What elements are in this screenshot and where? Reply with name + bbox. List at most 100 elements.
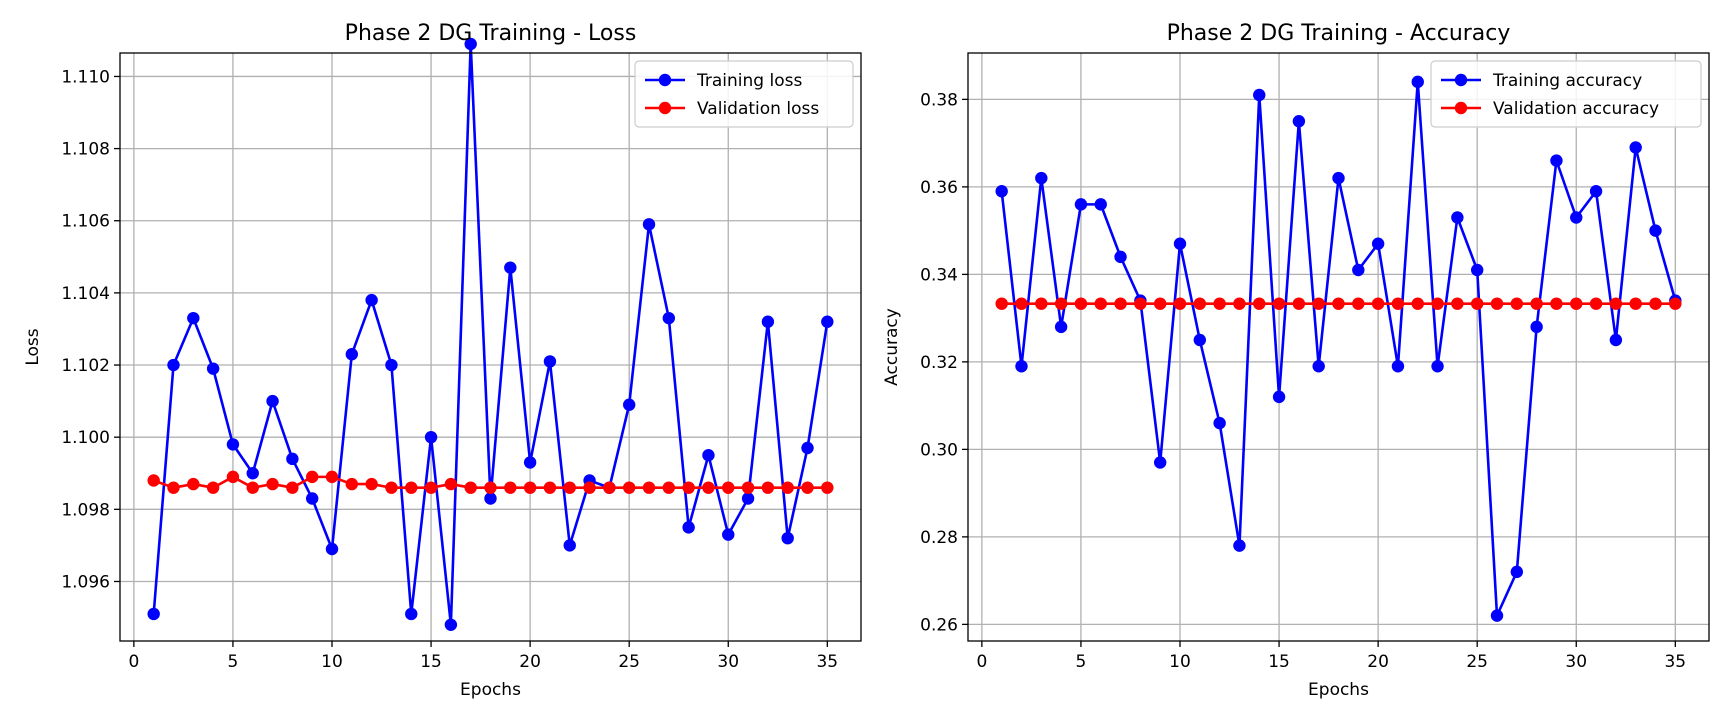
- training-loss-point: [266, 394, 279, 408]
- validation-accuracy-point: [1609, 297, 1623, 310]
- validation-loss-point: [722, 481, 735, 494]
- validation-accuracy-point: [1253, 297, 1266, 310]
- training-loss-point: [821, 315, 834, 328]
- validation-accuracy-point: [1649, 297, 1662, 310]
- accuracy-y-tick-label: 0.32: [920, 353, 958, 373]
- accuracy-x-tick-label: 35: [1664, 652, 1686, 672]
- validation-accuracy-point: [1134, 297, 1147, 310]
- validation-loss-point: [246, 481, 259, 494]
- training-accuracy-point: [1629, 141, 1642, 154]
- training-accuracy-point: [1431, 360, 1444, 373]
- training-accuracy-point: [1550, 154, 1563, 167]
- training-accuracy-legend-marker: [1454, 73, 1468, 87]
- accuracy-x-tick-label: 25: [1466, 652, 1488, 672]
- training-accuracy-point: [1530, 320, 1543, 334]
- validation-loss-point: [405, 481, 418, 494]
- validation-accuracy-point: [1629, 297, 1642, 310]
- training-accuracy-point: [1490, 609, 1504, 622]
- validation-loss-point: [385, 481, 398, 494]
- training-loss-point: [167, 358, 180, 372]
- training-loss-point: [484, 492, 497, 505]
- loss-x-tick-label: 25: [618, 652, 640, 672]
- training-loss-point: [147, 607, 160, 621]
- loss-y-tick-label: 1.096: [61, 572, 110, 592]
- validation-loss-point: [801, 481, 814, 494]
- validation-loss-point: [741, 481, 755, 494]
- training-accuracy-point: [1332, 171, 1345, 185]
- training-accuracy-point: [1312, 360, 1325, 373]
- accuracy-x-axis-label: Epochs: [1308, 680, 1369, 700]
- training-accuracy-point: [1015, 360, 1028, 373]
- validation-loss-point: [345, 477, 359, 491]
- loss-x-axis-label: Epochs: [460, 680, 521, 700]
- loss-x-tick-label: 20: [519, 652, 541, 672]
- validation-accuracy-point: [1352, 297, 1365, 310]
- validation-accuracy-point: [1114, 297, 1127, 310]
- loss-y-tick-label: 1.102: [61, 356, 110, 376]
- validation-accuracy-point: [1074, 297, 1088, 310]
- accuracy-x-tick-label: 0: [976, 652, 987, 672]
- validation-loss-point: [226, 470, 240, 484]
- training-loss-point: [424, 430, 438, 444]
- validation-accuracy-point: [1550, 297, 1563, 310]
- training-accuracy-point: [1054, 320, 1068, 334]
- training-loss-point: [741, 492, 755, 505]
- loss-chart: 0 5 10 15 20 25 30 35 1.096 1.098 1.100 1.102 1.104 1…: [23, 21, 862, 700]
- training-loss-point: [622, 398, 636, 411]
- training-loss-point: [702, 449, 715, 462]
- loss-x-tick-label: 30: [717, 652, 739, 672]
- accuracy-y-tick-label: 0.38: [920, 90, 958, 110]
- validation-accuracy-point: [1530, 297, 1543, 310]
- accuracy-y-tick-label: 0.26: [920, 615, 958, 635]
- validation-accuracy-point: [1332, 297, 1345, 310]
- training-accuracy-point: [995, 185, 1008, 198]
- loss-x-tick-label: 10: [321, 652, 343, 672]
- training-loss-point: [345, 348, 359, 361]
- training-accuracy-point: [1609, 333, 1623, 347]
- accuracy-x-tick-label: 15: [1268, 652, 1290, 672]
- training-loss-point: [563, 539, 576, 552]
- training-loss-point: [801, 441, 814, 455]
- accuracy-x-tick-label: 20: [1367, 652, 1389, 672]
- accuracy-plot-frame: [967, 52, 1710, 642]
- training-accuracy-line: [1000, 80, 1677, 617]
- training-loss-point: [405, 607, 418, 621]
- training-loss-point: [682, 521, 695, 534]
- validation-loss-point: [523, 481, 537, 494]
- validation-accuracy-point: [1391, 297, 1405, 310]
- validation-loss-point: [167, 481, 180, 494]
- loss-y-tick-label: 1.104: [61, 284, 110, 304]
- validation-loss-point: [702, 481, 715, 494]
- validation-loss-point: [325, 470, 339, 484]
- accuracy-x-tick-label: 5: [1076, 652, 1087, 672]
- validation-accuracy-point: [1015, 297, 1028, 310]
- accuracy-y-tick-label: 0.34: [920, 265, 958, 285]
- loss-legend: [634, 60, 854, 128]
- validation-accuracy-point: [1035, 297, 1048, 310]
- validation-accuracy-legend-marker: [1454, 101, 1468, 115]
- training-accuracy-point: [1114, 250, 1127, 264]
- accuracy-chart-title: Phase 2 DG Training - Accuracy: [1167, 21, 1511, 46]
- validation-loss-point: [781, 481, 794, 494]
- training-accuracy-point: [1035, 171, 1048, 185]
- training-loss-point: [781, 531, 794, 545]
- validation-loss-point: [662, 481, 676, 494]
- validation-accuracy-point: [1094, 297, 1107, 310]
- validation-loss-point: [305, 470, 319, 484]
- training-loss-point: [523, 456, 537, 469]
- validation-loss-point: [603, 481, 616, 494]
- validation-loss-point: [563, 481, 576, 494]
- training-loss-point: [187, 311, 200, 325]
- validation-loss-point: [543, 481, 557, 494]
- training-loss-series: [147, 37, 834, 631]
- training-accuracy-point: [1213, 416, 1226, 430]
- training-accuracy-point: [1173, 237, 1187, 250]
- training-loss-point: [543, 355, 557, 368]
- validation-loss-point: [622, 481, 636, 494]
- validation-loss-point: [464, 481, 477, 494]
- validation-loss-point: [206, 481, 220, 494]
- training-loss-point: [642, 218, 656, 231]
- validation-loss-point: [583, 481, 596, 494]
- validation-loss-legend-label: Validation loss: [697, 99, 819, 119]
- validation-accuracy-point: [1272, 297, 1286, 310]
